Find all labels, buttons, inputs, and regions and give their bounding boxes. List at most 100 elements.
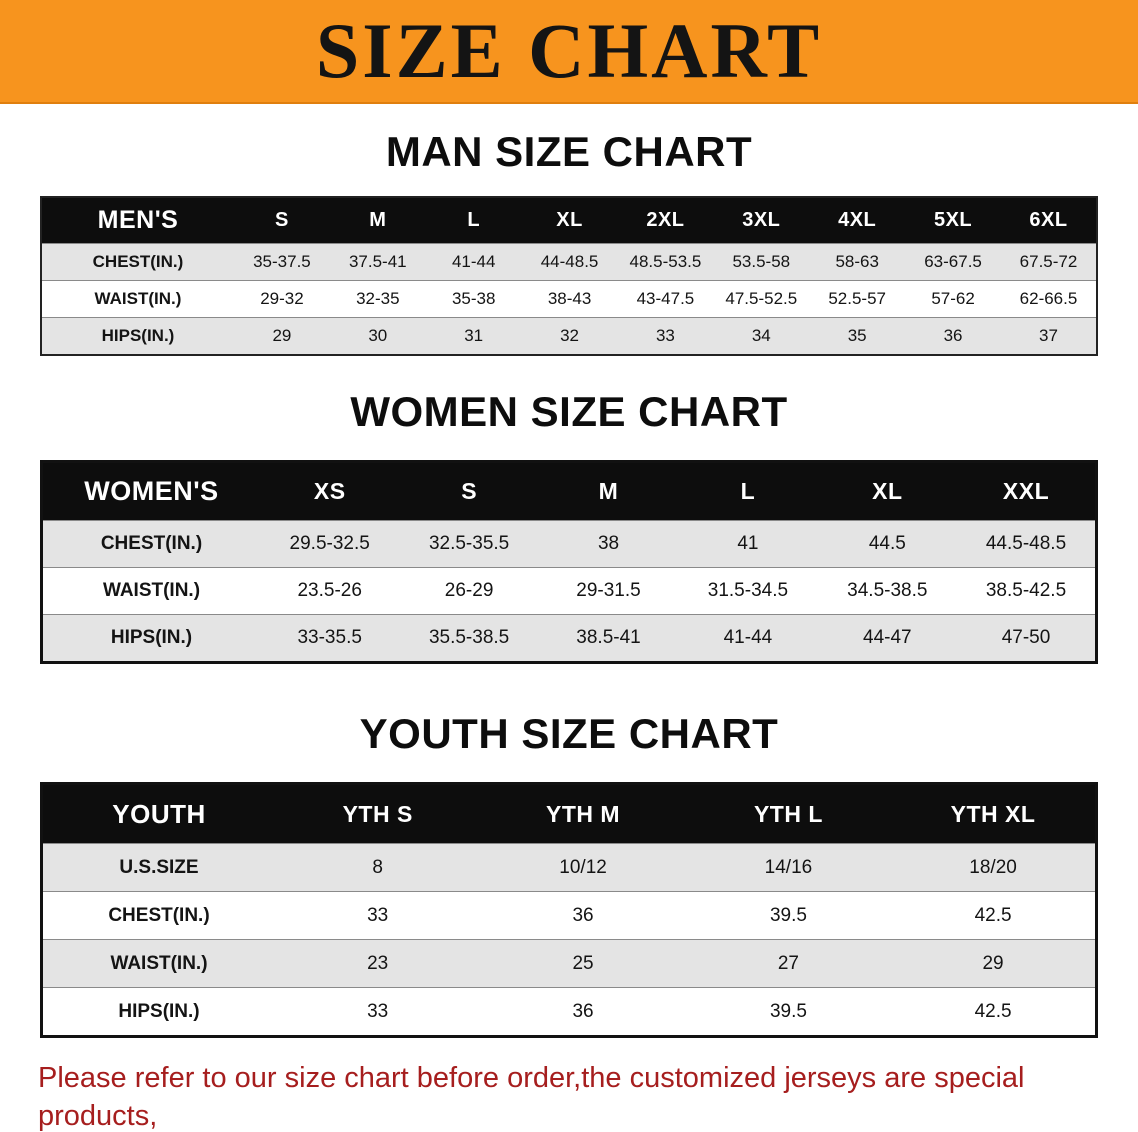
size-column-header: YTH L bbox=[685, 783, 892, 844]
size-column-header: YTH M bbox=[480, 783, 686, 844]
value-cell: 34.5-38.5 bbox=[817, 567, 958, 615]
size-column-header: M bbox=[538, 461, 679, 521]
table-row: WAIST(IN.) 29-32 32-35 35-38 38-43 43-47.5 47.… bbox=[41, 280, 1097, 318]
youth-section: YOUTH SIZE CHART YOUTH YTH S YTH M YTH L YTH… bbox=[0, 710, 1138, 1038]
row-label-cell: HIPS(IN.) bbox=[41, 987, 275, 1037]
value-cell: 44-47 bbox=[817, 614, 958, 663]
value-cell: 53.5-58 bbox=[713, 243, 810, 281]
value-cell: 18/20 bbox=[891, 843, 1097, 892]
value-cell: 31 bbox=[425, 317, 522, 355]
value-cell: 67.5-72 bbox=[1001, 243, 1097, 281]
value-cell: 41 bbox=[678, 520, 818, 568]
value-cell: 25 bbox=[480, 939, 686, 988]
table-row: CHEST(IN.) 35-37.5 37.5-41 41-44 44-48.5 48.5… bbox=[41, 243, 1097, 281]
table-row: WAIST(IN.) 23.5-26 26-29 29-31.5 31.5-34.5 34… bbox=[41, 567, 1097, 615]
table-row: CHEST(IN.) 33 36 39.5 42.5 bbox=[41, 891, 1097, 940]
table-row: WAIST(IN.) 23 25 27 29 bbox=[41, 939, 1097, 988]
row-label-cell: CHEST(IN.) bbox=[41, 243, 234, 281]
table-row: CHEST(IN.) 29.5-32.5 32.5-35.5 38 41 44.5 44.5… bbox=[41, 520, 1097, 568]
value-cell: 47.5-52.5 bbox=[713, 280, 810, 318]
notice-line-1: Please refer to our size chart before or… bbox=[38, 1062, 1025, 1132]
value-cell: 39.5 bbox=[685, 891, 892, 940]
value-cell: 31.5-34.5 bbox=[678, 567, 818, 615]
men-section: MAN SIZE CHART MEN'S S M L XL 2XL 3XL 4XL 5XL 6XL… bbox=[0, 128, 1138, 356]
value-cell: 38 bbox=[538, 520, 679, 568]
value-cell: 33 bbox=[275, 891, 481, 940]
table-header-row: YOUTH YTH S YTH M YTH L YTH XL bbox=[41, 783, 1097, 844]
value-cell: 32 bbox=[521, 317, 618, 355]
value-cell: 37.5-41 bbox=[329, 243, 426, 281]
women-section-heading: WOMEN SIZE CHART bbox=[350, 388, 788, 435]
value-cell: 10/12 bbox=[480, 843, 686, 892]
size-column-header: YTH XL bbox=[891, 783, 1097, 844]
row-label-cell: U.S.SIZE bbox=[41, 843, 275, 892]
value-cell: 58-63 bbox=[809, 243, 906, 281]
women-size-table: WOMEN'S XS S M L XL XXL CHEST(IN.) 29.5-32.5 32.5… bbox=[40, 460, 1098, 664]
row-label-cell: CHEST(IN.) bbox=[41, 520, 260, 568]
value-cell: 29 bbox=[891, 939, 1097, 988]
size-column-header: S bbox=[399, 461, 539, 521]
table-header-row: WOMEN'S XS S M L XL XXL bbox=[41, 461, 1097, 521]
value-cell: 62-66.5 bbox=[1001, 280, 1097, 318]
value-cell: 37 bbox=[1001, 317, 1097, 355]
size-column-header: 3XL bbox=[713, 197, 810, 244]
men-size-table: MEN'S S M L XL 2XL 3XL 4XL 5XL 6XL CHEST(IN.) 35-37… bbox=[40, 196, 1098, 356]
value-cell: 26-29 bbox=[399, 567, 539, 615]
value-cell: 8 bbox=[275, 843, 481, 892]
value-cell: 36 bbox=[905, 317, 1001, 355]
value-cell: 29-31.5 bbox=[538, 567, 679, 615]
size-column-header: 6XL bbox=[1001, 197, 1097, 244]
value-cell: 35.5-38.5 bbox=[399, 614, 539, 663]
value-cell: 29 bbox=[234, 317, 330, 355]
row-label-cell: WAIST(IN.) bbox=[41, 939, 275, 988]
banner: SIZE CHART bbox=[0, 0, 1138, 104]
value-cell: 36 bbox=[480, 987, 686, 1037]
row-label-cell: CHEST(IN.) bbox=[41, 891, 275, 940]
value-cell: 43-47.5 bbox=[617, 280, 714, 318]
table-row: HIPS(IN.) 29 30 31 32 33 34 35 36 37 bbox=[41, 317, 1097, 355]
value-cell: 63-67.5 bbox=[905, 243, 1001, 281]
value-cell: 47-50 bbox=[957, 614, 1097, 663]
value-cell: 35-38 bbox=[425, 280, 522, 318]
size-column-header: XS bbox=[260, 461, 400, 521]
value-cell: 42.5 bbox=[891, 891, 1097, 940]
value-cell: 38-43 bbox=[521, 280, 618, 318]
value-cell: 41-44 bbox=[678, 614, 818, 663]
size-column-header: 2XL bbox=[617, 197, 714, 244]
table-title-cell: YOUTH bbox=[41, 783, 275, 844]
value-cell: 38.5-42.5 bbox=[957, 567, 1097, 615]
value-cell: 33-35.5 bbox=[260, 614, 400, 663]
value-cell: 39.5 bbox=[685, 987, 892, 1037]
banner-title: SIZE CHART bbox=[315, 7, 823, 94]
value-cell: 57-62 bbox=[905, 280, 1001, 318]
size-column-header: L bbox=[425, 197, 522, 244]
value-cell: 23 bbox=[275, 939, 481, 988]
value-cell: 14/16 bbox=[685, 843, 892, 892]
value-cell: 35 bbox=[809, 317, 906, 355]
footer-notice: Please refer to our size chart before or… bbox=[38, 1060, 1100, 1132]
size-column-header: L bbox=[678, 461, 818, 521]
youth-section-heading: YOUTH SIZE CHART bbox=[359, 710, 779, 757]
value-cell: 52.5-57 bbox=[809, 280, 906, 318]
value-cell: 44-48.5 bbox=[521, 243, 618, 281]
row-label-cell: HIPS(IN.) bbox=[41, 317, 234, 355]
size-column-header: XXL bbox=[957, 461, 1097, 521]
row-label-cell: WAIST(IN.) bbox=[41, 567, 260, 615]
size-column-header: M bbox=[329, 197, 426, 244]
men-section-heading: MAN SIZE CHART bbox=[385, 128, 753, 175]
youth-size-table: YOUTH YTH S YTH M YTH L YTH XL U.S.SIZE 8 10/12… bbox=[40, 782, 1098, 1038]
value-cell: 32.5-35.5 bbox=[399, 520, 539, 568]
value-cell: 41-44 bbox=[425, 243, 522, 281]
value-cell: 30 bbox=[329, 317, 426, 355]
value-cell: 34 bbox=[713, 317, 810, 355]
value-cell: 35-37.5 bbox=[234, 243, 330, 281]
value-cell: 33 bbox=[275, 987, 481, 1037]
value-cell: 48.5-53.5 bbox=[617, 243, 714, 281]
table-row: HIPS(IN.) 33 36 39.5 42.5 bbox=[41, 987, 1097, 1037]
value-cell: 38.5-41 bbox=[538, 614, 679, 663]
value-cell: 44.5 bbox=[817, 520, 958, 568]
women-section: WOMEN SIZE CHART WOMEN'S XS S M L XL XXL CHEST(… bbox=[0, 388, 1138, 664]
size-column-header: S bbox=[234, 197, 330, 244]
table-title-cell: WOMEN'S bbox=[41, 461, 260, 521]
